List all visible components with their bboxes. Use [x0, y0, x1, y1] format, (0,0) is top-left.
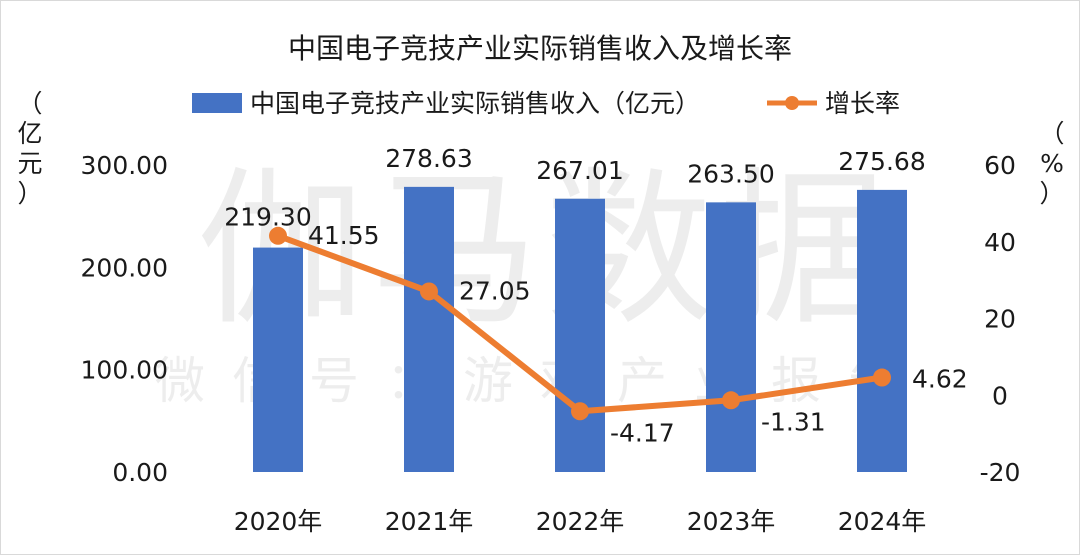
- legend-bar-label: 中国电子竞技产业实际销售收入（亿元）: [250, 89, 700, 118]
- y-right-tick-label: 60: [984, 151, 1016, 180]
- growth-point: [571, 402, 589, 421]
- x-tick-label: 2020年: [234, 507, 323, 536]
- y-right-title-char: ）: [1039, 179, 1064, 208]
- bar: [253, 247, 303, 472]
- x-ticks: 2020年 2021年 2022年 2023年 2024年: [234, 507, 927, 536]
- bar-value-label: 263.50: [687, 159, 774, 188]
- y-right-ticks: -20 0 20 40 60: [980, 151, 1021, 487]
- y-left-tick-label: 0.00: [112, 458, 168, 487]
- y-right-title-char: （: [1039, 119, 1064, 148]
- y-left-title-char: ）: [17, 179, 42, 208]
- growth-point: [722, 391, 740, 410]
- line-labels: 41.55 27.05 -4.17 -1.31 4.62: [308, 221, 968, 447]
- x-tick-label: 2024年: [838, 507, 927, 536]
- legend-line-label: 增长率: [825, 89, 900, 118]
- line-value-label: -1.31: [761, 407, 826, 436]
- bar-value-label: 267.01: [536, 156, 623, 185]
- bar: [706, 202, 756, 472]
- bar: [404, 186, 454, 472]
- bar: [857, 189, 907, 473]
- y-right-axis-title: （%）: [1039, 119, 1064, 208]
- line-value-label: 27.05: [459, 276, 531, 305]
- y-right-tick-label: 0: [992, 381, 1008, 410]
- growth-point: [420, 282, 438, 301]
- y-left-axis-title: （亿元）: [17, 89, 42, 208]
- x-tick-label: 2021年: [385, 507, 474, 536]
- bar-value-label: 278.63: [385, 144, 472, 173]
- bar-labels: 219.30 278.63 267.01 263.50 275.68: [224, 144, 925, 232]
- growth-line: [269, 226, 891, 421]
- y-right-tick-label: -20: [980, 458, 1021, 487]
- y-left-title-char: 元: [17, 149, 42, 178]
- line-value-label: -4.17: [610, 418, 675, 447]
- chart-title: 中国电子竞技产业实际销售收入及增长率: [288, 32, 792, 65]
- watermark: 伽马数据 微信号：游戏产业报告: [155, 152, 898, 410]
- legend: 中国电子竞技产业实际销售收入（亿元） 增长率: [192, 89, 900, 118]
- bar-value-label: 219.30: [224, 203, 311, 232]
- y-left-title-char: （: [17, 89, 42, 118]
- legend-bar-swatch: [192, 93, 242, 113]
- bar: [555, 198, 605, 472]
- line-value-label: 41.55: [308, 221, 380, 250]
- y-right-tick-label: 40: [984, 228, 1016, 257]
- bar-value-label: 275.68: [838, 147, 925, 176]
- y-left-ticks: 0.00 100.00 200.00 300.00: [81, 151, 168, 487]
- growth-point: [269, 226, 287, 245]
- y-left-title-char: 亿: [17, 119, 42, 148]
- growth-point: [873, 368, 891, 387]
- y-right-tick-label: 20: [984, 305, 1016, 334]
- line-value-label: 4.62: [912, 365, 968, 394]
- y-left-tick-label: 300.00: [81, 151, 168, 180]
- y-left-tick-label: 200.00: [81, 253, 168, 282]
- x-tick-label: 2023年: [687, 507, 776, 536]
- legend-line-marker: [785, 96, 799, 110]
- y-left-tick-label: 100.00: [81, 356, 168, 385]
- x-tick-label: 2022年: [536, 507, 625, 536]
- y-right-title-char: %: [1040, 149, 1064, 178]
- bars: [253, 186, 907, 473]
